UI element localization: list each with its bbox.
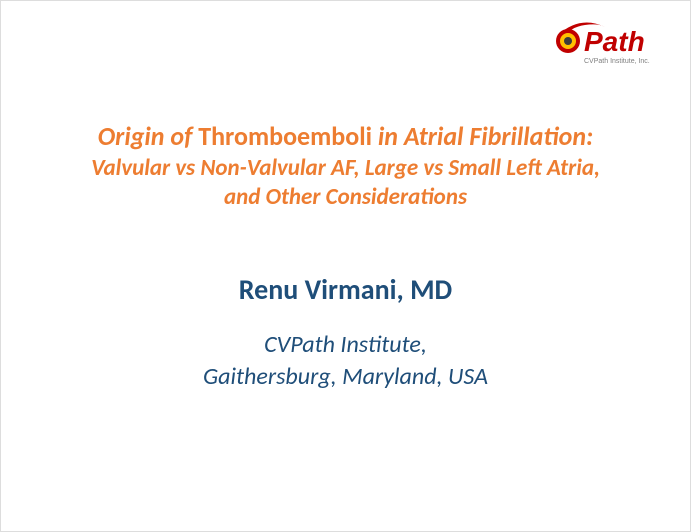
title-line-3: and Other Considerations	[11, 183, 680, 212]
logo-subtext: CVPath Institute, Inc.	[584, 58, 650, 65]
logo-circle-inner	[564, 37, 572, 45]
cvpath-logo: Path CVPath Institute, Inc.	[550, 13, 670, 73]
title-part-c: in Atrial Fibrillation:	[378, 120, 593, 152]
author-name: Renu Virmani, MD	[11, 272, 680, 307]
title-part-a: Origin of	[98, 120, 193, 152]
title-part-b: Thromboemboli	[198, 120, 372, 152]
logo-svg: Path CVPath Institute, Inc.	[550, 13, 670, 73]
title-line-2: Valvular vs Non-Valvular AF, Large vs Sm…	[11, 154, 680, 183]
logo-text: Path	[584, 26, 645, 57]
slide-content: Origin of Thromboemboli in Atrial Fibril…	[1, 121, 690, 393]
title-line-1: Origin of Thromboemboli in Atrial Fibril…	[11, 121, 680, 152]
affiliation-line-2: Gaithersburg, Maryland, USA	[11, 361, 680, 393]
affiliation-line-1: CVPath Institute,	[11, 329, 680, 361]
